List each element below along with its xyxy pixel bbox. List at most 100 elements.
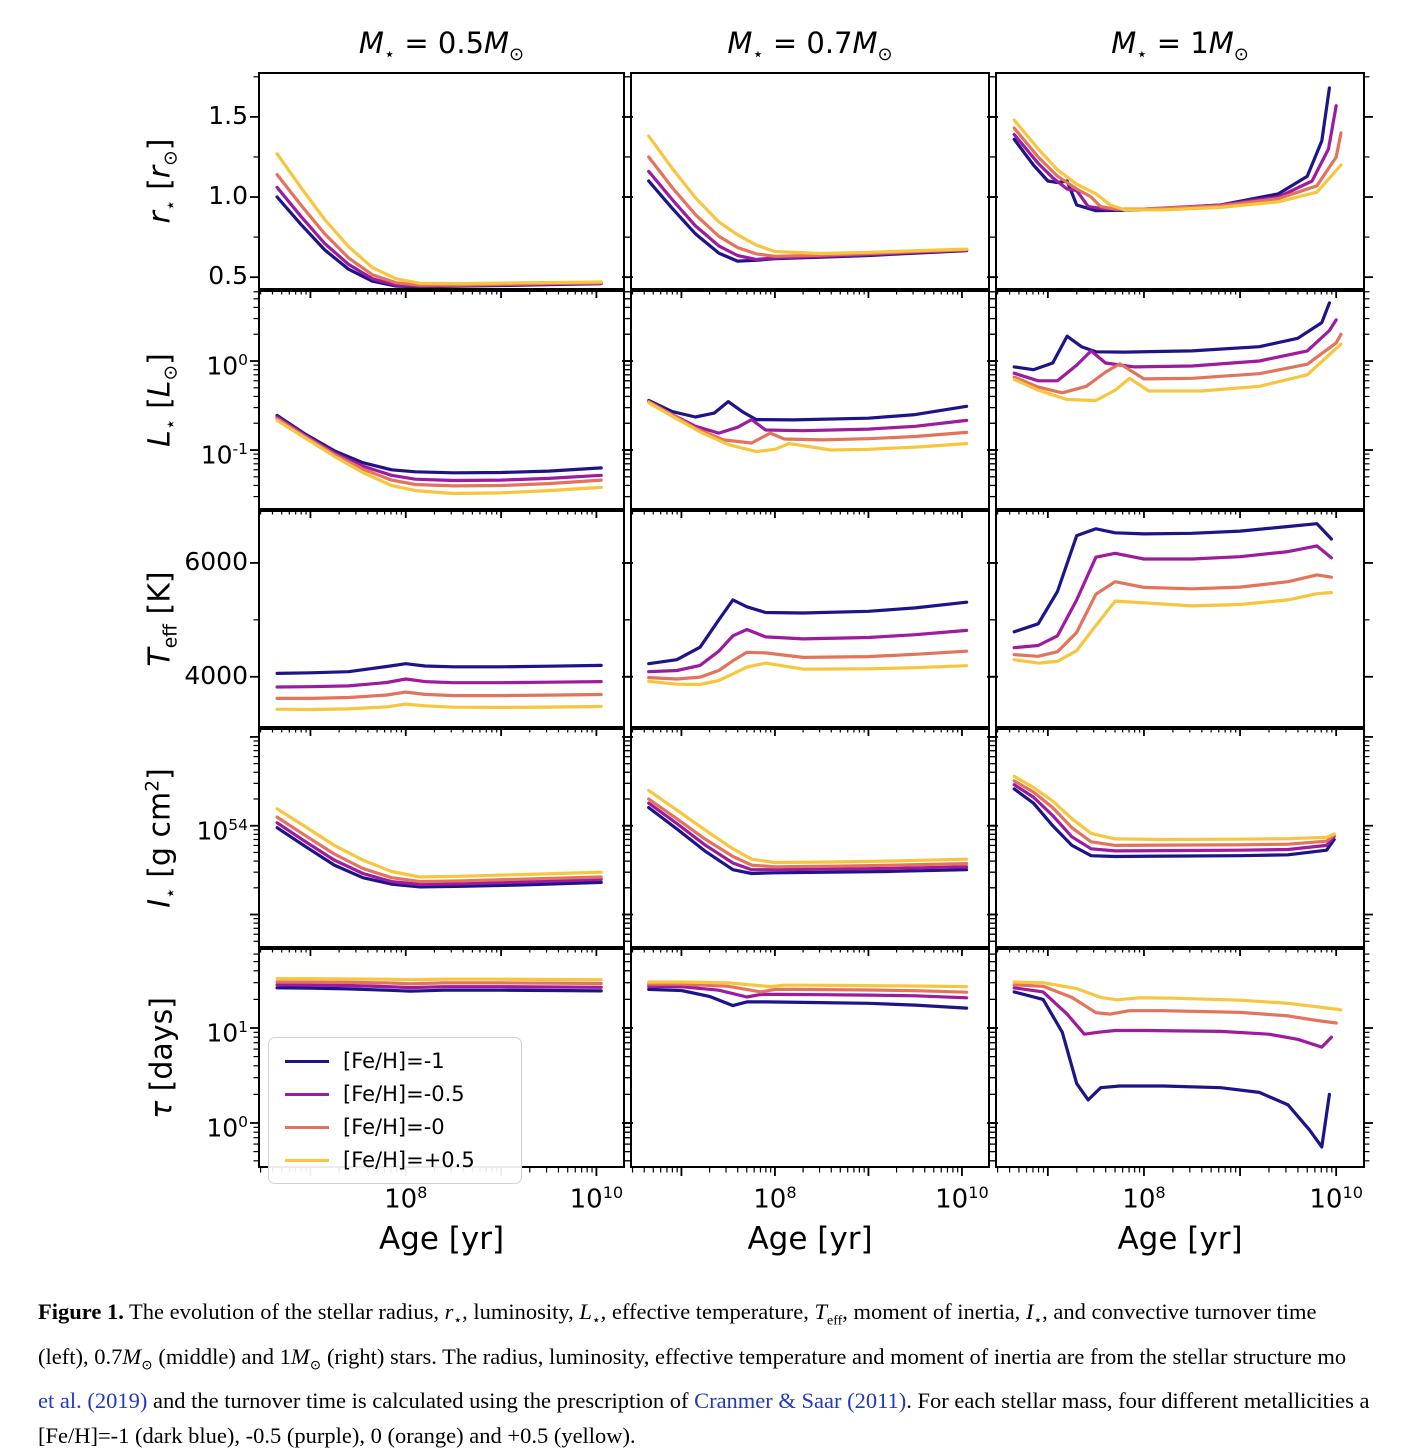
- series-line-[Fe/H]=-1: [275, 413, 603, 475]
- y-tick-label: 0.5: [208, 261, 248, 291]
- legend-item: [Fe/H]=-1: [285, 1049, 509, 1073]
- series-line-[Fe/H]=-1: [1012, 787, 1336, 859]
- legend-item-label: [Fe/H]=-0: [343, 1115, 445, 1139]
- panel-r-0.5: [250, 72, 633, 298]
- legend-item-label: [Fe/H]=-1: [343, 1049, 445, 1073]
- series-line-[Fe/H]=-0.5: [1012, 544, 1333, 650]
- series-line-[Fe/H]=-1: [1012, 990, 1331, 1149]
- legend-item-label: [Fe/H]=+0.5: [343, 1148, 475, 1172]
- series-line-[Fe/H]=+0.5: [275, 702, 603, 712]
- series-line-[Fe/H]=+0.5: [275, 807, 603, 879]
- panel-Teff-0.5: [250, 510, 633, 736]
- panel-r-0.7: [622, 72, 998, 298]
- series-line-[Fe/H]=-0.5: [275, 821, 603, 887]
- citation-link[interactable]: et al. (2019): [38, 1388, 148, 1413]
- series-line-[Fe/H]=-0.5: [275, 677, 603, 689]
- series-line-[Fe/H]=-1: [275, 986, 603, 993]
- x-tick-label: 1010: [1309, 1183, 1363, 1215]
- y-tick-label: 1054: [196, 815, 248, 846]
- panel-I-0.7: [622, 728, 998, 956]
- panel-I-1: [987, 728, 1373, 956]
- series-line-[Fe/H]=-0: [1012, 126, 1343, 211]
- series-line-[Fe/H]=-0: [647, 649, 969, 681]
- caption-line: [Fe/H]=-1 (dark blue), -0.5 (purple), 0 …: [38, 1423, 636, 1448]
- series-line-[Fe/H]=-1: [1012, 301, 1331, 372]
- series-line-[Fe/H]=-0: [1012, 983, 1338, 1025]
- series-line-[Fe/H]=-0: [275, 980, 603, 986]
- series-line-[Fe/H]=-1: [647, 805, 969, 876]
- panel-L-0.5: [250, 290, 633, 518]
- x-tick-label: 108: [384, 1183, 428, 1215]
- series-line-[Fe/H]=+0.5: [647, 134, 969, 256]
- caption-line: Figure 1. The evolution of the stellar r…: [38, 1299, 1317, 1329]
- column-title: M⋆ = 1M⊙: [1111, 26, 1249, 65]
- series-line-[Fe/H]=-0.5: [1012, 104, 1338, 211]
- y-tick-label: 100: [206, 351, 248, 381]
- series-line-[Fe/H]=-0: [275, 172, 603, 287]
- series-line-[Fe/H]=-0: [275, 690, 603, 700]
- series-line-[Fe/H]=+0.5: [647, 980, 969, 989]
- x-tick-label: 108: [1122, 1183, 1166, 1215]
- panel-tau-0.5: [250, 948, 633, 1176]
- series-line-[Fe/H]=+0.5: [1012, 774, 1336, 842]
- series-line-[Fe/H]=-0.5: [647, 801, 969, 872]
- x-tick-label: 1010: [935, 1183, 989, 1215]
- y-tick-label: 10-1: [200, 440, 248, 470]
- citation-link[interactable]: Cranmer & Saar (2011): [694, 1388, 907, 1413]
- series-line-[Fe/H]=-0.5: [647, 984, 969, 1000]
- series-line-[Fe/H]=-1: [647, 598, 969, 666]
- y-tick-label: 6000: [184, 546, 248, 576]
- y-tick-label: 101: [206, 1017, 248, 1048]
- x-axis-label: Age [yr]: [378, 1221, 505, 1257]
- series-line-[Fe/H]=-0: [647, 982, 969, 994]
- y-axis-label-r: r⋆ [r⊙]: [142, 138, 182, 224]
- series-line-[Fe/H]=+0.5: [275, 418, 603, 496]
- panel-tau-1: [987, 948, 1373, 1176]
- legend-line-swatch: [285, 1125, 329, 1129]
- y-tick-label: 1.5: [208, 100, 248, 130]
- series-line-[Fe/H]=-1: [1012, 522, 1333, 634]
- series-line-[Fe/H]=-0: [1012, 779, 1336, 848]
- column-title: M⋆ = 0.5M⊙: [358, 26, 525, 65]
- panel-Teff-1: [987, 510, 1373, 736]
- caption-line: (left), 0.7M⊙ (middle) and 1M⊙ (right) s…: [38, 1343, 1347, 1374]
- series-line-[Fe/H]=-0: [1012, 573, 1333, 658]
- series-line-[Fe/H]=+0.5: [1012, 590, 1333, 665]
- series-line-[Fe/H]=-1: [647, 987, 969, 1010]
- legend-item-label: [Fe/H]=-0.5: [343, 1082, 465, 1106]
- x-axis-label: Age [yr]: [747, 1221, 873, 1257]
- series-line-[Fe/H]=-1: [647, 398, 969, 422]
- legend-line-swatch: [285, 1092, 329, 1096]
- legend-item: [Fe/H]=-0.5: [285, 1082, 509, 1106]
- legend-item: [Fe/H]=-0: [285, 1115, 509, 1139]
- y-tick-label: 4000: [184, 660, 248, 690]
- series-line-[Fe/H]=+0.5: [647, 401, 969, 454]
- series-line-[Fe/H]=-0: [647, 797, 969, 869]
- series-line-[Fe/H]=-0.5: [275, 983, 603, 990]
- caption-line: et al. (2019) and the turnover time is c…: [38, 1388, 1370, 1413]
- panel-I-0.5: [250, 728, 633, 956]
- series-line-[Fe/H]=-0.5: [1012, 783, 1336, 853]
- x-tick-label: 1010: [569, 1183, 624, 1215]
- legend-line-swatch: [285, 1059, 329, 1063]
- series-line-[Fe/H]=+0.5: [647, 661, 969, 687]
- panel-L-0.7: [622, 290, 998, 518]
- column-title: M⋆ = 0.7M⊙: [727, 26, 893, 65]
- panel-tau-0.7: [622, 948, 998, 1176]
- series-line-[Fe/H]=-0.5: [1012, 986, 1333, 1049]
- x-tick-label: 108: [753, 1183, 797, 1215]
- x-axis-label: Age [yr]: [1117, 1221, 1243, 1257]
- series-line-[Fe/H]=-1: [275, 195, 603, 289]
- series-line-[Fe/H]=+0.5: [1012, 342, 1343, 403]
- y-tick-label: 1.0: [208, 181, 248, 211]
- series-line-[Fe/H]=-1: [275, 662, 603, 675]
- series-line-[Fe/H]=+0.5: [1012, 980, 1343, 1012]
- series-line-[Fe/H]=-0: [1012, 332, 1343, 395]
- series-line-[Fe/H]=+0.5: [275, 152, 603, 286]
- legend-item: [Fe/H]=+0.5: [285, 1148, 509, 1172]
- series-line-[Fe/H]=+0.5: [1012, 118, 1343, 212]
- series-line-[Fe/H]=+0.5: [275, 977, 603, 982]
- panel-L-1: [987, 290, 1373, 518]
- legend-line-swatch: [285, 1158, 329, 1162]
